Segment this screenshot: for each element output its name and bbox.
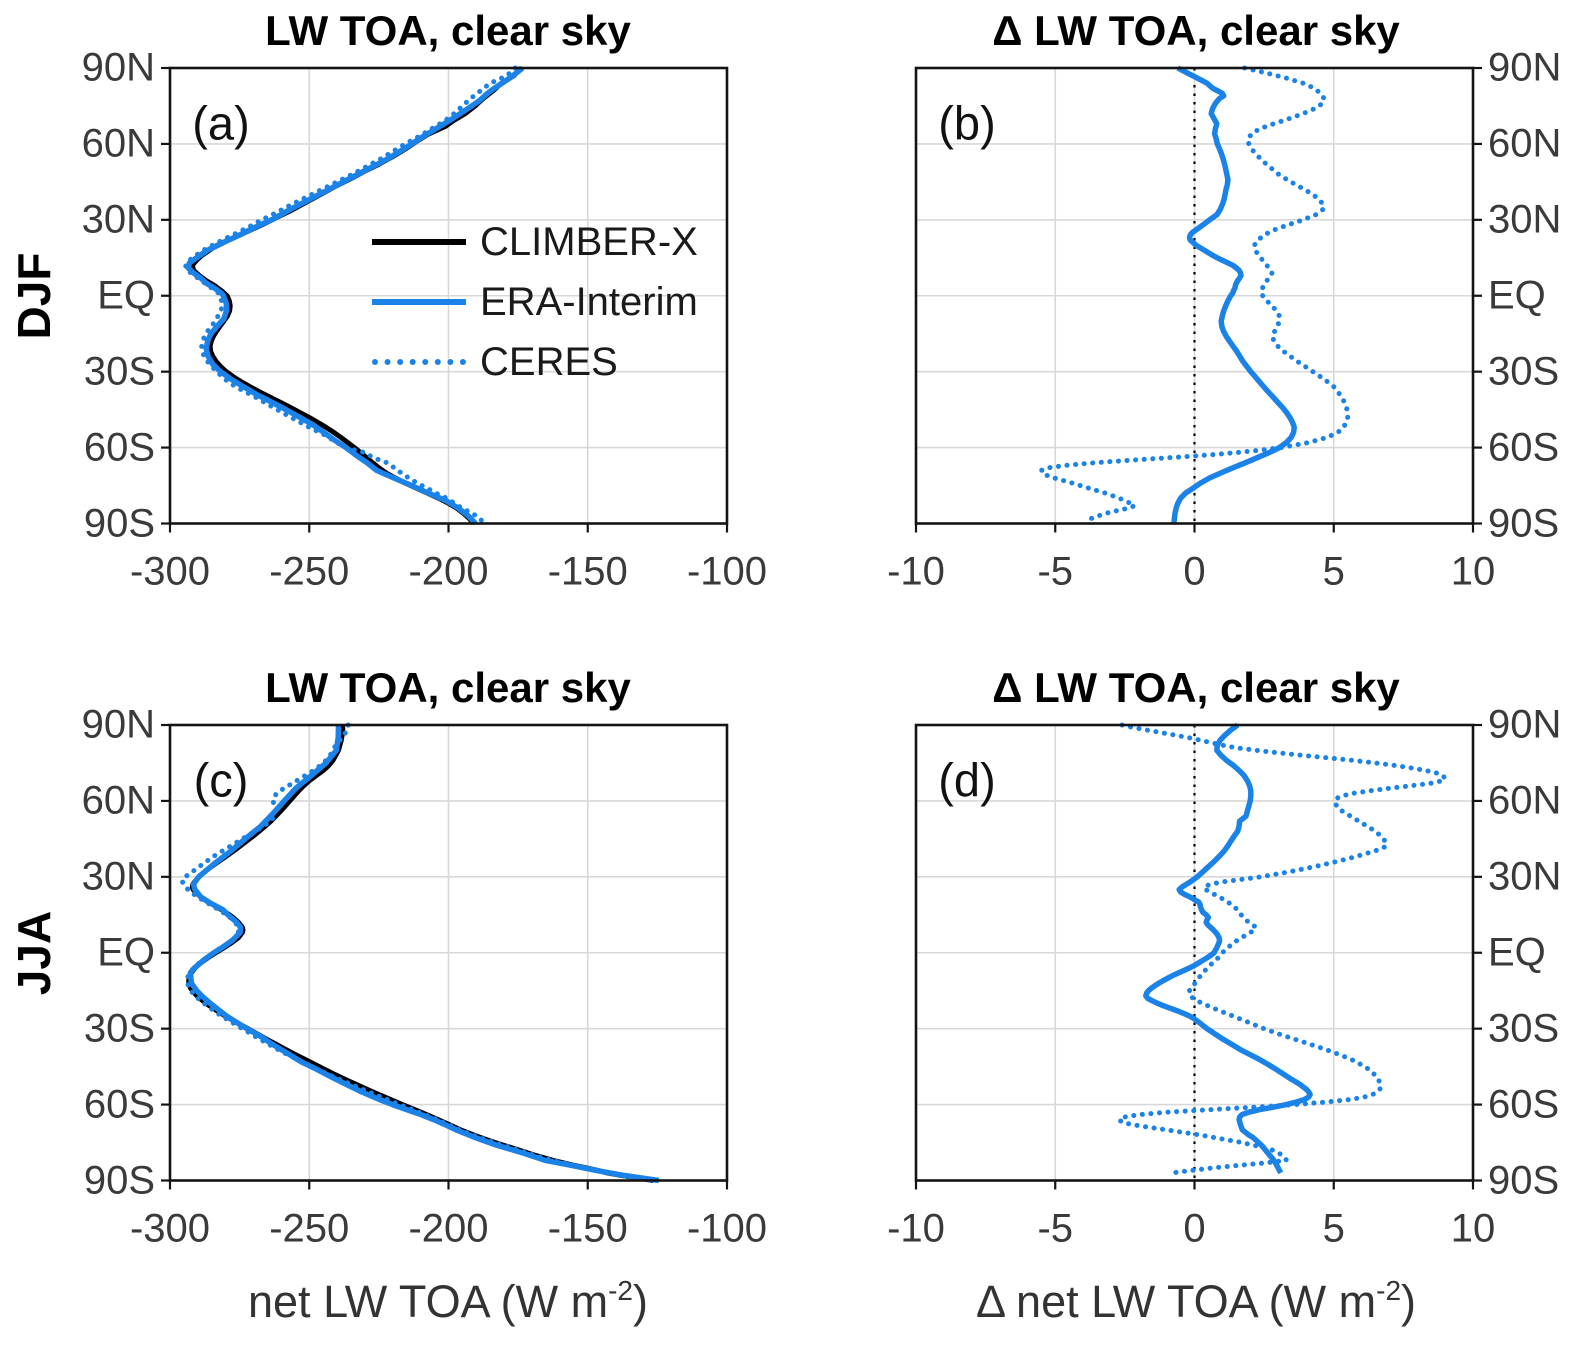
y-tick-label: EQ <box>97 273 155 318</box>
y-tick-label: 60N <box>81 121 155 166</box>
legend-label: CLIMBER-X <box>480 219 698 264</box>
y-tick-label: 90S <box>1488 1158 1560 1202</box>
panel-d-xaxis-label: Δ net LW TOA (W m-2) <box>975 1275 1417 1328</box>
y-tick-label: 30N <box>81 854 155 899</box>
panel-a-title: LW TOA, clear sky <box>265 7 631 54</box>
series-era-interim <box>1171 65 1297 524</box>
x-tick-label: -250 <box>269 1206 350 1250</box>
x-tick-label: -100 <box>686 549 768 593</box>
series-ceres <box>180 722 655 1183</box>
x-tick-label: -300 <box>129 549 211 593</box>
y-tick-label: 30S <box>1488 349 1560 394</box>
xaxis-label-close: ) <box>1401 1276 1417 1327</box>
legend-line-solid-black-icon <box>372 239 466 245</box>
xaxis-label-close: ) <box>632 1276 648 1327</box>
panel-b-plot <box>914 65 1482 533</box>
panel-a-letter: (a) <box>192 96 250 150</box>
x-tick-label: -5 <box>1037 549 1074 593</box>
x-tick-label: -300 <box>129 1206 211 1250</box>
xaxis-label-superscript: -2 <box>1376 1275 1402 1306</box>
y-tick-label: 90N <box>81 702 155 747</box>
panel-c-plot <box>161 722 729 1190</box>
y-tick-label: 60N <box>1488 121 1562 166</box>
x-tick-label: -100 <box>686 1206 768 1250</box>
y-tick-label: 30S <box>1488 1006 1560 1051</box>
xaxis-label-text: Δ net LW TOA (W m <box>975 1276 1377 1327</box>
x-tick-label: 10 <box>1450 1206 1496 1250</box>
legend-item-ceres: CERES <box>372 340 698 384</box>
y-tick-label: EQ <box>1488 930 1546 975</box>
panel-c-xaxis-label: net LW TOA (W m-2) <box>248 1275 648 1328</box>
x-tick-label: -10 <box>887 1206 945 1250</box>
y-tick-label: 30S <box>83 349 155 394</box>
panel-c-title: LW TOA, clear sky <box>265 664 631 711</box>
y-tick-label: 60S <box>83 1082 155 1127</box>
panel-c-letter: (c) <box>193 753 249 807</box>
y-tick-label: 30N <box>81 197 155 242</box>
xaxis-label-superscript: -2 <box>608 1275 633 1306</box>
x-tick-label: 0 <box>1183 549 1206 593</box>
x-tick-label: 10 <box>1450 549 1496 593</box>
x-tick-label: -150 <box>547 1206 628 1250</box>
panel-b-title: Δ LW TOA, clear sky <box>992 7 1400 54</box>
x-tick-label: -250 <box>269 549 350 593</box>
y-tick-label: 90N <box>81 45 155 90</box>
series-era-interim <box>1143 722 1313 1175</box>
series-ceres <box>1038 65 1351 526</box>
y-tick-label: 60N <box>81 778 155 823</box>
row-label-jja: JJA <box>8 910 60 996</box>
y-tick-label: EQ <box>97 930 155 975</box>
y-tick-label: 30S <box>83 1006 155 1051</box>
legend-label: ERA-Interim <box>480 279 698 324</box>
y-tick-label: 30N <box>1488 854 1562 899</box>
y-tick-label: 60N <box>1488 778 1562 823</box>
x-tick-label: -10 <box>887 549 945 593</box>
legend: CLIMBER-X ERA-Interim CERES <box>372 220 698 384</box>
legend-item-era-interim: ERA-Interim <box>372 280 698 324</box>
row-label-djf: DJF <box>8 252 60 340</box>
y-tick-label: 90S <box>83 1158 155 1202</box>
x-tick-label: 5 <box>1322 549 1345 593</box>
x-tick-label: -5 <box>1037 1206 1074 1250</box>
xaxis-label-text: net LW TOA (W m <box>248 1276 609 1327</box>
panel-d-plot <box>914 722 1482 1190</box>
legend-line-dotted-blue-icon <box>372 359 466 365</box>
y-tick-label: 60S <box>83 425 155 470</box>
panel-d-letter: (d) <box>938 753 996 807</box>
y-tick-label: 90S <box>83 501 155 545</box>
series-ceres <box>1116 722 1448 1176</box>
x-tick-label: 5 <box>1322 1206 1345 1250</box>
y-tick-label: 30N <box>1488 197 1562 242</box>
panel-d-title: Δ LW TOA, clear sky <box>992 664 1400 711</box>
legend-label: CERES <box>480 339 618 384</box>
x-tick-label: 0 <box>1183 1206 1206 1250</box>
x-tick-label: -200 <box>408 549 489 593</box>
panel-a-plot <box>161 65 729 533</box>
y-tick-label: EQ <box>1488 273 1546 318</box>
y-tick-label: 60S <box>1488 1082 1560 1127</box>
y-tick-label: 90S <box>1488 501 1560 545</box>
legend-item-climberx: CLIMBER-X <box>372 220 698 264</box>
y-tick-label: 60S <box>1488 425 1560 470</box>
y-tick-label: 90N <box>1488 45 1562 90</box>
y-tick-label: 90N <box>1488 702 1562 747</box>
panel-b-letter: (b) <box>938 96 996 150</box>
series-ceres <box>182 65 518 526</box>
legend-line-solid-blue-icon <box>372 299 466 305</box>
x-tick-label: -150 <box>547 549 628 593</box>
x-tick-label: -200 <box>408 1206 489 1250</box>
